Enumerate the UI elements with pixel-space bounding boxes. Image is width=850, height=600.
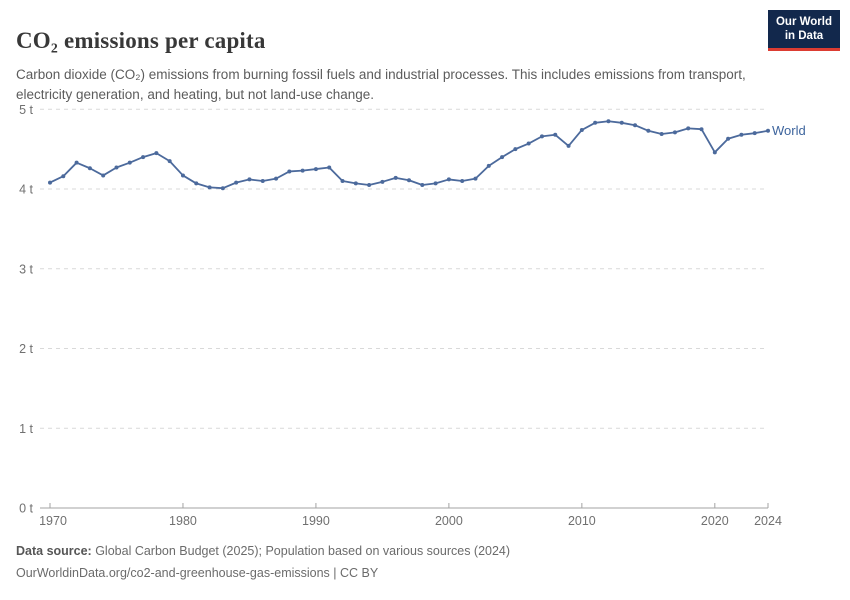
data-point[interactable] bbox=[300, 168, 305, 173]
data-point[interactable] bbox=[433, 181, 438, 186]
y-axis-tick-label: 2 t bbox=[19, 342, 33, 356]
data-point[interactable] bbox=[500, 155, 505, 160]
data-point[interactable] bbox=[274, 176, 279, 181]
data-source-line: Data source: Global Carbon Budget (2025)… bbox=[16, 541, 816, 563]
data-point[interactable] bbox=[393, 175, 398, 180]
data-point[interactable] bbox=[486, 163, 491, 168]
data-point[interactable] bbox=[154, 151, 159, 156]
data-point[interactable] bbox=[87, 166, 92, 171]
y-axis-tick-label: 5 t bbox=[19, 103, 33, 117]
x-axis-tick-label: 2010 bbox=[568, 514, 596, 528]
data-point[interactable] bbox=[207, 185, 212, 190]
data-point[interactable] bbox=[114, 165, 119, 170]
data-point[interactable] bbox=[579, 127, 584, 132]
data-point[interactable] bbox=[646, 128, 651, 133]
data-point[interactable] bbox=[739, 132, 744, 137]
y-axis-tick-label: 0 t bbox=[19, 502, 33, 516]
owid-logo-line1: Our World bbox=[775, 16, 832, 28]
data-point[interactable] bbox=[526, 141, 531, 146]
footer-link[interactable]: OurWorldinData.org/co2-and-greenhouse-ga… bbox=[16, 565, 379, 580]
data-point[interactable] bbox=[606, 119, 611, 124]
series-label-world[interactable]: World bbox=[772, 122, 806, 138]
data-point[interactable] bbox=[167, 159, 172, 164]
data-point[interactable] bbox=[101, 173, 106, 178]
data-point[interactable] bbox=[726, 136, 731, 141]
data-point[interactable] bbox=[327, 165, 332, 170]
data-point[interactable] bbox=[234, 180, 239, 185]
x-axis-tick-label: 1990 bbox=[302, 514, 330, 528]
data-source-label: Data source: bbox=[16, 544, 92, 558]
data-point[interactable] bbox=[194, 181, 199, 186]
data-point[interactable] bbox=[61, 174, 66, 179]
data-point[interactable] bbox=[260, 179, 265, 184]
data-point[interactable] bbox=[460, 179, 465, 184]
data-point[interactable] bbox=[287, 169, 292, 174]
data-point[interactable] bbox=[699, 127, 704, 132]
data-point[interactable] bbox=[380, 179, 385, 184]
data-point[interactable] bbox=[566, 143, 571, 148]
x-axis-tick-label: 2000 bbox=[435, 514, 463, 528]
data-point[interactable] bbox=[407, 178, 411, 183]
data-point[interactable] bbox=[220, 186, 225, 191]
data-point[interactable] bbox=[420, 183, 425, 188]
data-point[interactable] bbox=[141, 155, 146, 160]
data-point[interactable] bbox=[672, 130, 677, 135]
chart-footer: Data source: Global Carbon Budget (2025)… bbox=[16, 541, 816, 585]
data-point[interactable] bbox=[367, 183, 372, 188]
data-point[interactable] bbox=[180, 173, 185, 178]
data-point[interactable] bbox=[593, 120, 598, 125]
x-axis-tick-label: 2020 bbox=[701, 514, 729, 528]
data-point[interactable] bbox=[353, 181, 358, 186]
data-point[interactable] bbox=[633, 123, 638, 128]
data-source-text: Global Carbon Budget (2025); Population … bbox=[91, 544, 511, 558]
line-chart-canvas[interactable]: 0 t 1 t 2 t 3 t 4 t 5 t 1970 1980 1990 2000 2010 20… bbox=[0, 0, 850, 538]
page-title: CO₂ emissions per capita bbox=[16, 28, 266, 54]
data-point[interactable] bbox=[513, 147, 518, 152]
data-point[interactable] bbox=[553, 132, 558, 137]
data-point[interactable] bbox=[127, 160, 132, 165]
chart-subtitle: Carbon dioxide (CO₂) emissions from burn… bbox=[16, 66, 746, 102]
data-point[interactable] bbox=[712, 150, 717, 155]
x-axis-tick-label: 1970 bbox=[39, 514, 67, 528]
x-axis-tick-label: 1980 bbox=[169, 514, 197, 528]
data-point[interactable] bbox=[340, 179, 345, 184]
data-point[interactable] bbox=[686, 126, 691, 131]
y-axis-tick-label: 1 t bbox=[19, 422, 33, 436]
owid-logo[interactable]: Our World in Data bbox=[768, 10, 840, 51]
y-axis-tick-label: 4 t bbox=[19, 183, 33, 197]
data-point[interactable] bbox=[766, 128, 770, 133]
owid-logo-line2: in Data bbox=[784, 30, 824, 43]
data-point[interactable] bbox=[473, 176, 478, 181]
world-series-line[interactable] bbox=[49, 120, 769, 190]
data-point[interactable] bbox=[539, 134, 544, 139]
y-axis-tick-label: 3 t bbox=[19, 262, 33, 276]
data-point[interactable] bbox=[659, 131, 664, 136]
data-point[interactable] bbox=[313, 167, 318, 172]
data-point[interactable] bbox=[446, 177, 451, 182]
x-axis-tick-label: 2024 bbox=[754, 514, 782, 528]
data-point[interactable] bbox=[752, 131, 757, 136]
data-point[interactable] bbox=[247, 177, 252, 182]
data-point[interactable] bbox=[619, 120, 624, 125]
data-point[interactable] bbox=[48, 180, 52, 185]
data-point[interactable] bbox=[74, 160, 79, 165]
